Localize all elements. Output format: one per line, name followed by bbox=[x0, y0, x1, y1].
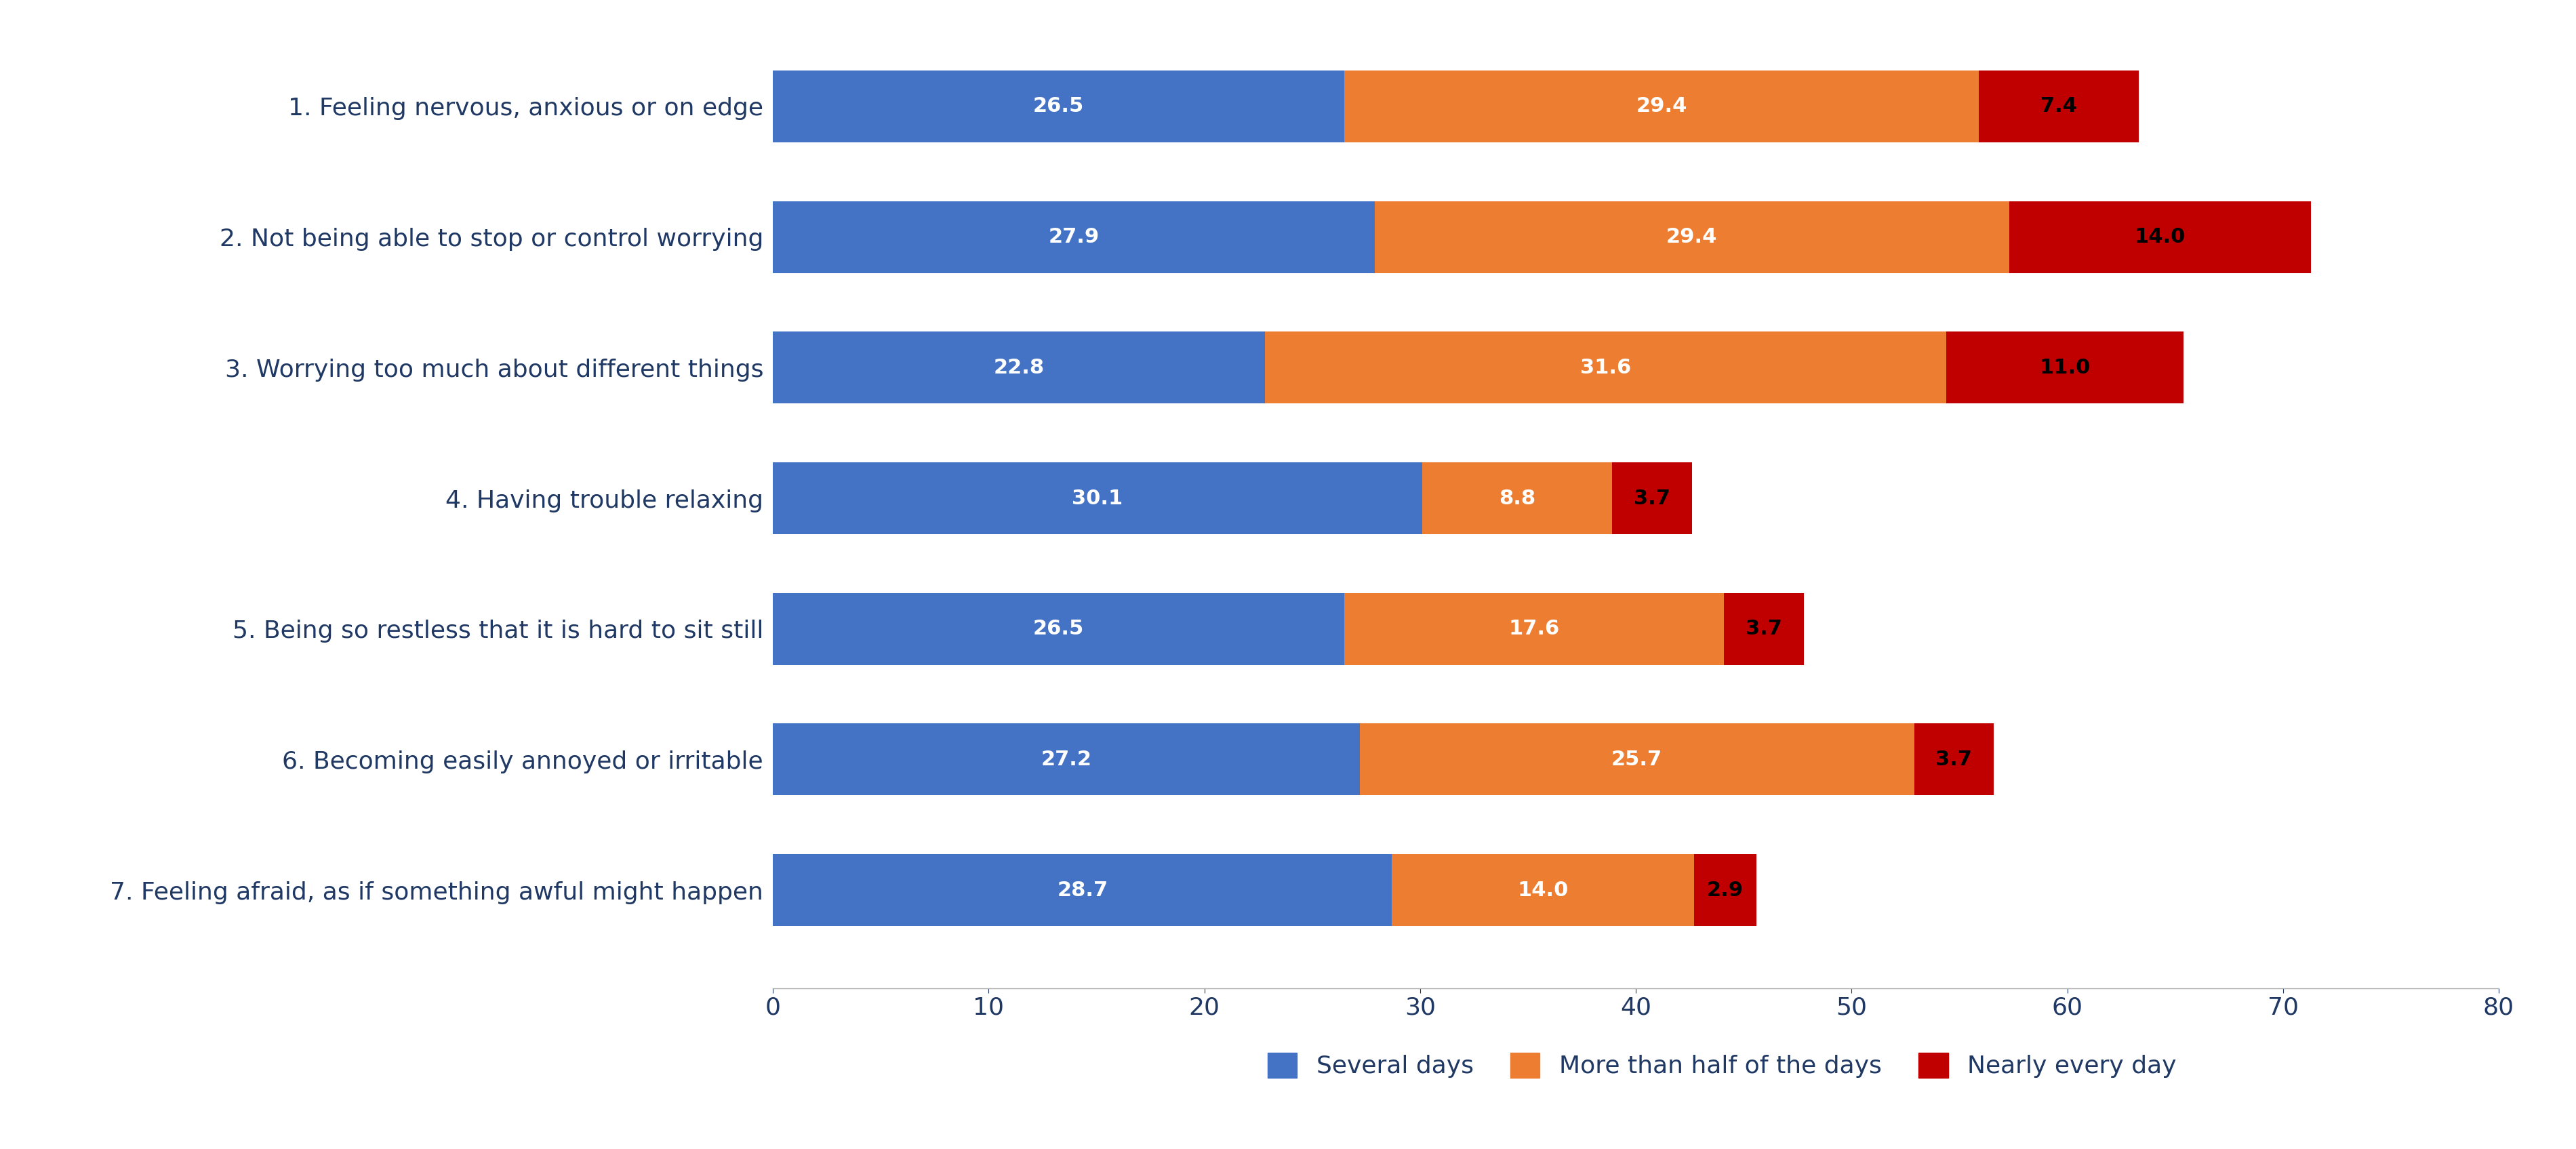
Text: 17.6: 17.6 bbox=[1510, 619, 1561, 639]
Text: 27.9: 27.9 bbox=[1048, 228, 1100, 247]
Bar bbox=[1695, 854, 1757, 926]
Bar bbox=[1376, 201, 2009, 273]
Bar bbox=[1360, 724, 1914, 795]
Text: 3.7: 3.7 bbox=[1747, 619, 1783, 639]
Text: 2.9: 2.9 bbox=[1708, 880, 1744, 900]
Bar bbox=[773, 593, 1345, 665]
Text: 29.4: 29.4 bbox=[1667, 228, 1718, 247]
Text: 3.7: 3.7 bbox=[1633, 488, 1669, 508]
Bar bbox=[1391, 854, 1695, 926]
Bar bbox=[1613, 462, 1692, 534]
Text: 8.8: 8.8 bbox=[1499, 488, 1535, 508]
Bar bbox=[1914, 724, 1994, 795]
Text: 28.7: 28.7 bbox=[1056, 880, 1108, 900]
Bar bbox=[1947, 332, 2184, 403]
Bar bbox=[773, 70, 1345, 142]
Bar bbox=[1723, 593, 1803, 665]
Bar bbox=[1345, 593, 1723, 665]
Text: 30.1: 30.1 bbox=[1072, 488, 1123, 508]
Text: 7.4: 7.4 bbox=[2040, 97, 2076, 116]
Text: 26.5: 26.5 bbox=[1033, 97, 1084, 116]
Bar bbox=[1265, 332, 1947, 403]
Legend: Several days, More than half of the days, Nearly every day: Several days, More than half of the days… bbox=[1255, 1040, 2190, 1090]
Text: 22.8: 22.8 bbox=[994, 357, 1043, 377]
Bar bbox=[2009, 201, 2311, 273]
Bar bbox=[1345, 70, 1978, 142]
Text: 25.7: 25.7 bbox=[1613, 749, 1662, 770]
Text: 3.7: 3.7 bbox=[1935, 749, 1973, 770]
Text: 11.0: 11.0 bbox=[2040, 357, 2092, 377]
Bar bbox=[773, 854, 1391, 926]
Text: 27.2: 27.2 bbox=[1041, 749, 1092, 770]
Bar bbox=[773, 332, 1265, 403]
Text: 29.4: 29.4 bbox=[1636, 97, 1687, 116]
Bar bbox=[773, 724, 1360, 795]
Text: 14.0: 14.0 bbox=[1517, 880, 1569, 900]
Text: 14.0: 14.0 bbox=[2136, 228, 2184, 247]
Text: 31.6: 31.6 bbox=[1579, 357, 1631, 377]
Text: 26.5: 26.5 bbox=[1033, 619, 1084, 639]
Bar bbox=[773, 201, 1376, 273]
Bar bbox=[773, 462, 1422, 534]
Bar bbox=[1422, 462, 1613, 534]
Bar bbox=[1978, 70, 2138, 142]
